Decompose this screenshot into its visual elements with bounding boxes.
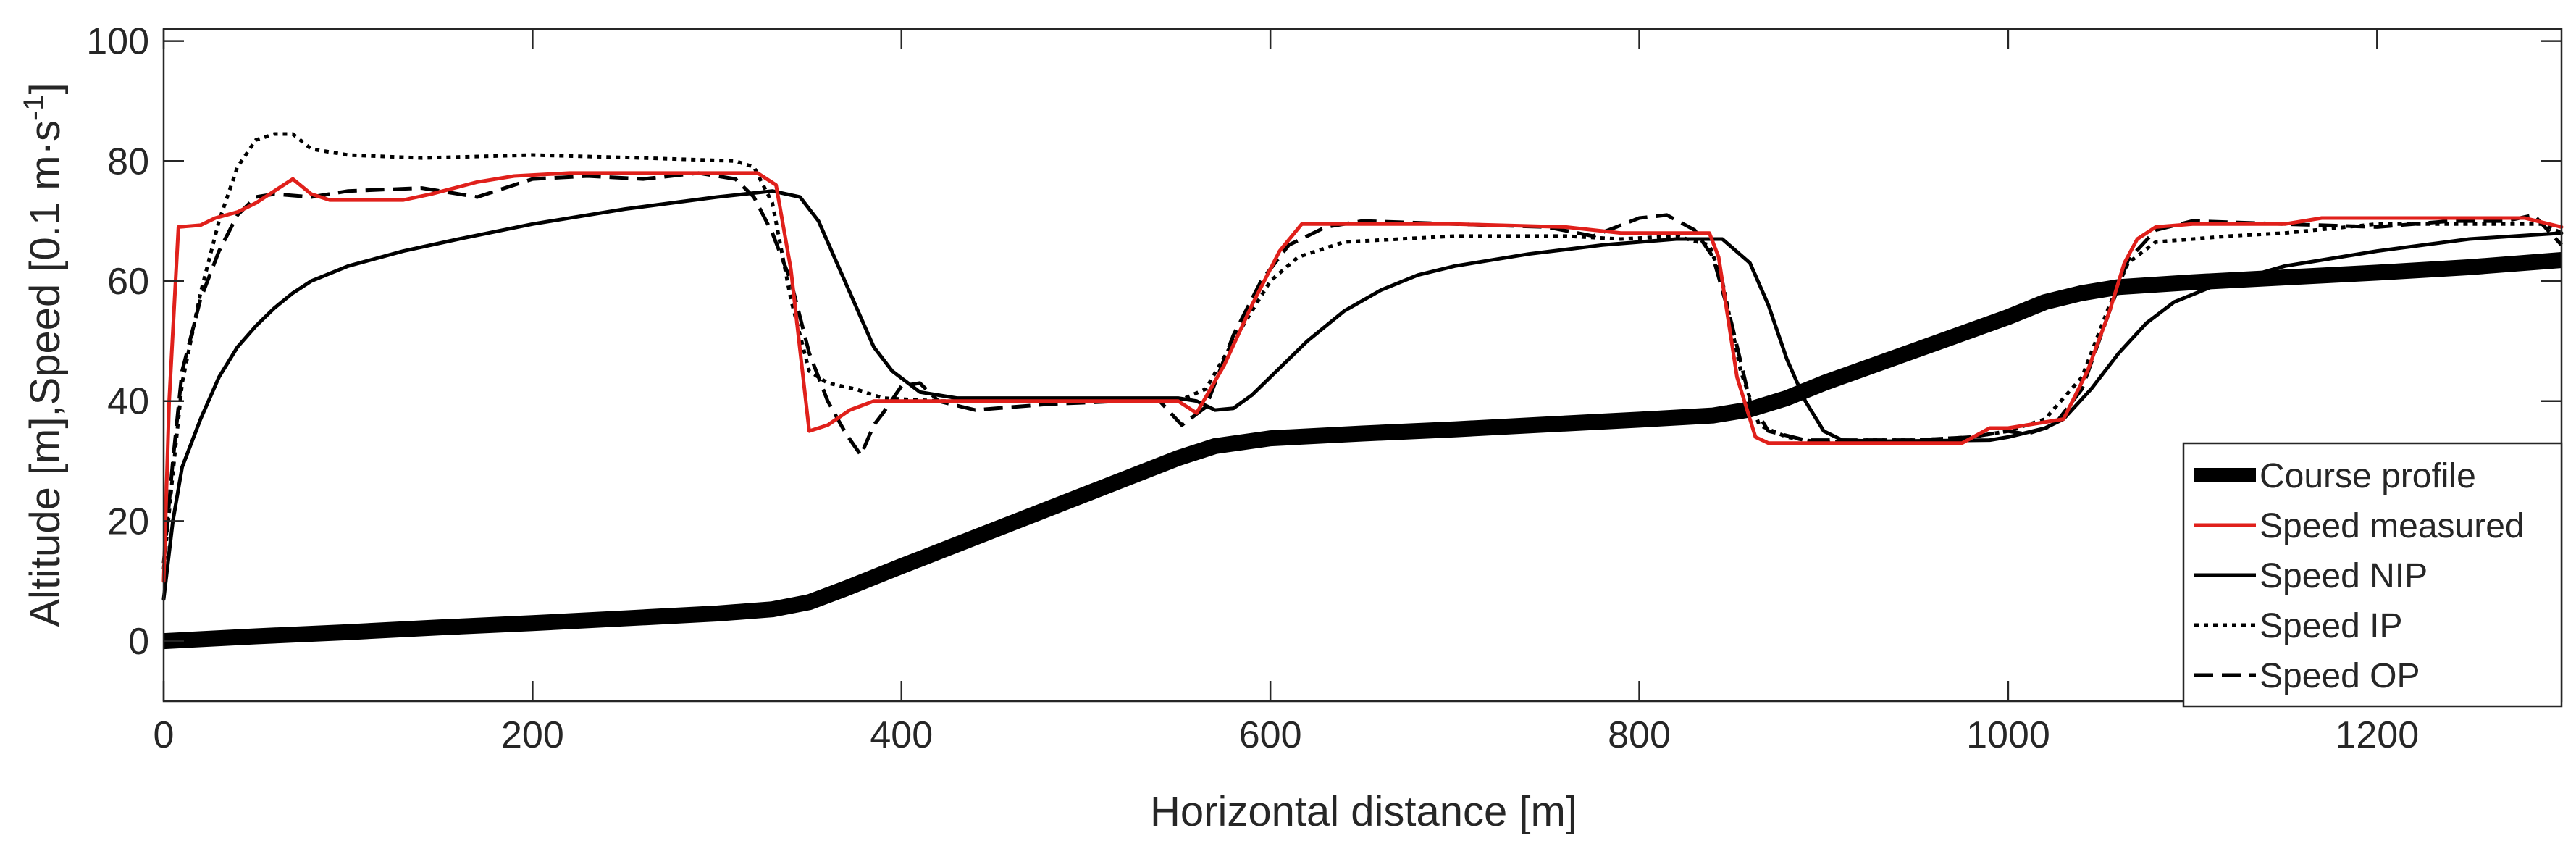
series-line-speed-op xyxy=(161,171,2563,564)
legend-label: Speed NIP xyxy=(2260,557,2428,595)
y-axis-label-main: Altitude [m],Speed [0.1 m xyxy=(22,155,69,627)
y-tick-label: 0 xyxy=(128,621,149,663)
axes xyxy=(162,28,2563,703)
y-tick-label: 40 xyxy=(107,381,149,423)
x-tick-label: 800 xyxy=(1608,714,1671,756)
series-layer xyxy=(161,132,2564,650)
y-axis-label-exponent: -1 xyxy=(18,94,50,120)
y-tick-label: 20 xyxy=(107,501,149,543)
legend-label: Speed IP xyxy=(2260,607,2402,645)
x-tick-label: 1200 xyxy=(2335,714,2419,756)
y-tick-label: 100 xyxy=(86,21,149,63)
y-axis-label-close: ] xyxy=(22,83,69,94)
x-tick-label: 200 xyxy=(501,714,564,756)
legend-label: Speed OP xyxy=(2260,657,2420,695)
series-line-course-profile xyxy=(163,252,2562,650)
y-tick-label: 80 xyxy=(107,141,149,183)
x-tick-label: 0 xyxy=(154,714,175,756)
x-axis-label: Horizontal distance [m] xyxy=(1150,788,1577,835)
series-line-speed-measured xyxy=(161,171,2564,583)
y-axis-label-dot: · xyxy=(22,141,69,155)
legend-label: Speed measured xyxy=(2260,507,2525,545)
y-axis-label: Altitude [m],Speed [0.1 m·s-1] xyxy=(18,83,69,627)
x-tick-label: 600 xyxy=(1239,714,1302,756)
plot-background xyxy=(164,29,2562,701)
y-tick-label: 60 xyxy=(107,261,149,303)
y-axis-label-unit: s xyxy=(22,120,69,141)
axes-box xyxy=(162,28,2563,703)
legend: Course profile Speed measured Speed NIP Spe… xyxy=(2182,442,2563,708)
plot-area xyxy=(164,29,2562,701)
legend-label: Course profile xyxy=(2260,457,2476,495)
x-tick-label: 400 xyxy=(870,714,933,756)
tick-labels: 0 200 400 600 800 1000 1200 0 20 40 60 80 100 xyxy=(86,21,2562,756)
x-tick-label: 1000 xyxy=(1966,714,2050,756)
